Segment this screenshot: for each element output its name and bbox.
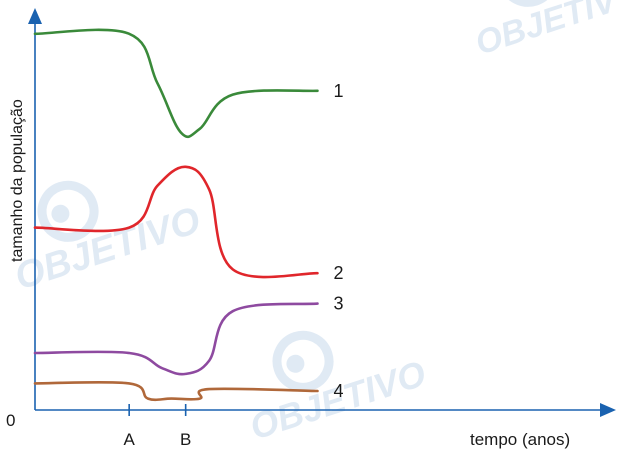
watermark-emblem [497, 0, 559, 7]
watermark-emblem [37, 180, 99, 242]
watermark-logo: OBJETIVO [245, 330, 431, 448]
series-1-label: 1 [334, 81, 344, 101]
series-2-line [33, 165, 319, 279]
axes [28, 8, 616, 417]
series-layer [33, 28, 319, 402]
x-axis-label: tempo (anos) [470, 430, 570, 449]
watermark-emblem [272, 330, 334, 392]
watermark-text: OBJETIVO [471, 0, 617, 63]
watermark-emblem-dot [51, 204, 70, 223]
y-axis-arrow [28, 8, 42, 24]
y-axis-label: tamanho da população [9, 99, 26, 262]
x-tick-label: A [123, 430, 135, 449]
series-4-label: 4 [334, 381, 344, 401]
series-4-line [33, 380, 319, 402]
series-1-line [33, 28, 319, 139]
origin-label: 0 [6, 411, 15, 430]
series-3-label: 3 [334, 294, 344, 314]
series-3-line [33, 302, 319, 376]
watermark-logo: OBJETIVO [471, 0, 617, 63]
series-labels: 1 2 3 4 [334, 81, 344, 401]
x-axis-arrow [600, 403, 616, 417]
x-tick-label: B [180, 430, 191, 449]
series-2-label: 2 [334, 263, 344, 283]
watermark-emblem-dot [286, 354, 305, 373]
